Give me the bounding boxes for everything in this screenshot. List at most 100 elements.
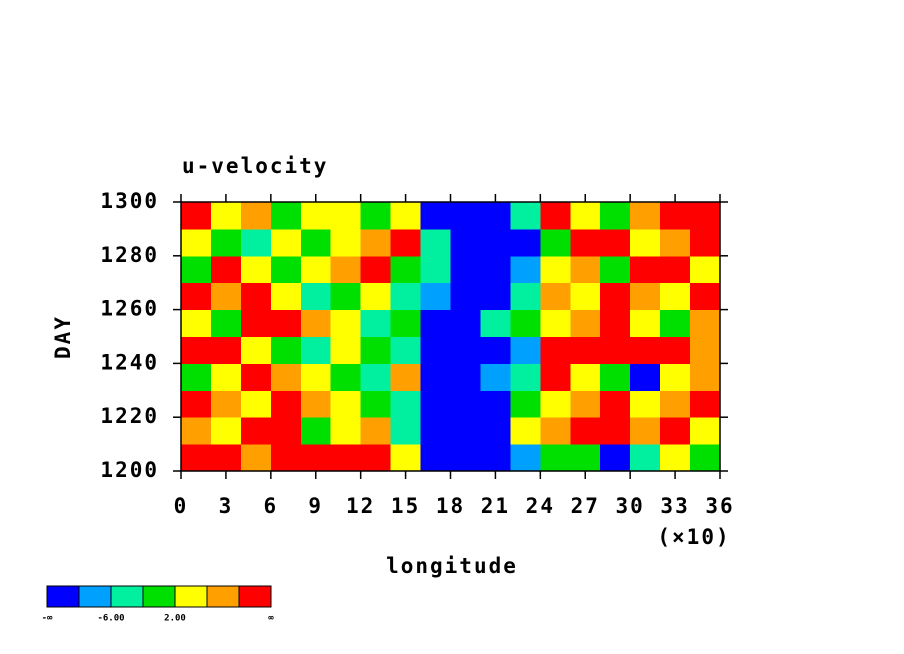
heat-cell <box>660 444 691 472</box>
heat-cell <box>600 255 631 284</box>
heat-cell <box>270 202 302 230</box>
heat-cell <box>330 228 362 257</box>
y-tick-label: 1200 <box>100 458 159 482</box>
heat-cell <box>630 363 661 391</box>
heat-cell <box>390 282 422 311</box>
heat-cell <box>450 444 481 472</box>
heat-cell <box>690 255 721 284</box>
heat-cell <box>300 228 332 257</box>
heat-cell <box>480 282 511 311</box>
heat-cell <box>660 336 691 364</box>
heat-cell <box>630 417 661 445</box>
heat-cell <box>360 202 392 230</box>
heat-cell <box>510 228 541 257</box>
heat-cell <box>450 282 481 311</box>
heat-cell <box>540 202 571 230</box>
heat-cell <box>570 363 601 391</box>
heat-cell <box>210 363 242 391</box>
heat-cell <box>540 282 571 311</box>
heat-cell <box>480 390 511 418</box>
heat-cell <box>480 255 511 284</box>
heat-cell <box>360 309 392 337</box>
heat-cell <box>660 390 691 418</box>
heat-cell <box>210 282 242 311</box>
x-tick-label: 18 <box>436 494 465 518</box>
heat-cell <box>240 309 272 337</box>
x-tick-label: 36 <box>705 494 734 518</box>
heat-cell <box>270 282 302 311</box>
heat-cell <box>270 255 302 284</box>
heat-cell <box>630 309 661 337</box>
heat-cell <box>690 309 721 337</box>
heat-cell <box>450 417 481 445</box>
heat-cell <box>181 417 212 445</box>
heat-cell <box>480 228 511 257</box>
heat-cell <box>300 255 332 284</box>
heat-cell <box>181 255 212 284</box>
heat-cell <box>390 417 422 445</box>
colorbar-swatch <box>110 585 144 608</box>
heat-cell <box>210 444 242 472</box>
heat-cell <box>450 255 481 284</box>
heat-cell <box>630 444 661 472</box>
heat-cell <box>390 202 422 230</box>
x-tick-label: 27 <box>571 494 600 518</box>
y-tick-label: 1260 <box>100 297 159 321</box>
heat-cell <box>330 390 362 418</box>
heat-cell <box>690 417 721 445</box>
heat-cell <box>181 390 212 418</box>
x-tick-label: 24 <box>526 494 555 518</box>
heat-cell <box>360 282 392 311</box>
heat-cell <box>600 202 631 230</box>
y-axis-label: DAY <box>51 315 75 359</box>
heat-cell <box>510 417 541 445</box>
colorbar-label: ∞ <box>268 614 274 624</box>
heat-cell <box>630 336 661 364</box>
heat-cell <box>300 363 332 391</box>
heat-cell <box>360 336 392 364</box>
x-tick-label: 0 <box>174 494 189 518</box>
heat-cell <box>390 363 422 391</box>
heat-cell <box>540 228 571 257</box>
heat-cell <box>450 336 481 364</box>
heat-cell <box>420 202 451 230</box>
heat-cell <box>300 417 332 445</box>
heat-cell <box>600 417 631 445</box>
heat-cell <box>540 255 571 284</box>
y-tick-label: 1280 <box>100 243 159 267</box>
heat-cell <box>450 309 481 337</box>
heat-cell <box>181 202 212 230</box>
colorbar-swatch <box>238 585 272 608</box>
heat-cell <box>600 363 631 391</box>
heat-cell <box>270 228 302 257</box>
heat-cell <box>390 228 422 257</box>
colorbar-swatch <box>174 585 208 608</box>
heat-cell <box>270 444 302 472</box>
heat-cell <box>510 282 541 311</box>
heat-cell <box>630 255 661 284</box>
heat-cell <box>420 336 451 364</box>
heat-cell <box>181 444 212 472</box>
heat-cell <box>660 228 691 257</box>
colorbar-swatch <box>46 585 80 608</box>
heat-cell <box>360 444 392 472</box>
heat-cell <box>390 309 422 337</box>
heat-cell <box>690 336 721 364</box>
heat-cell <box>181 363 212 391</box>
heat-cell <box>240 417 272 445</box>
heat-cell <box>510 363 541 391</box>
heat-cell <box>240 444 272 472</box>
heat-cell <box>510 255 541 284</box>
heat-cell <box>330 363 362 391</box>
x-tick-label: 21 <box>481 494 510 518</box>
heat-cell <box>660 255 691 284</box>
heat-cell <box>510 202 541 230</box>
heat-cell <box>330 202 362 230</box>
heat-cell <box>240 202 272 230</box>
heat-cell <box>690 282 721 311</box>
heat-cell <box>181 336 212 364</box>
colorbar-swatch <box>142 585 176 608</box>
heat-cell <box>390 255 422 284</box>
heat-cell <box>630 228 661 257</box>
